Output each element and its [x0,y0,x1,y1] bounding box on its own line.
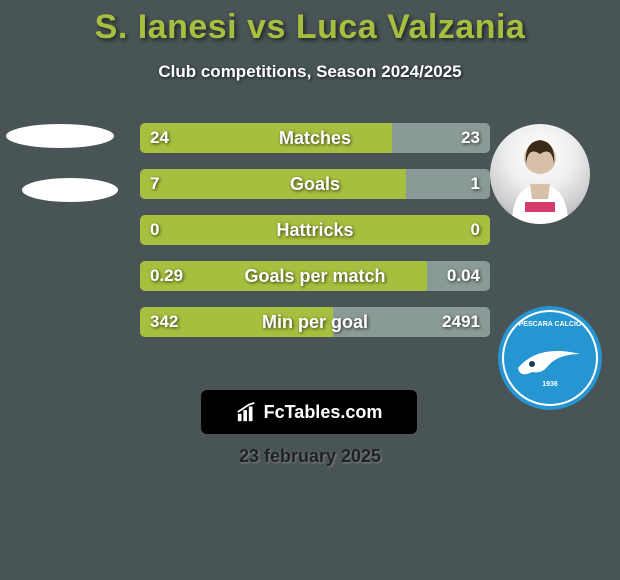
badge-text: FcTables.com [264,402,383,423]
date-label: 23 february 2025 [0,446,620,467]
fctables-badge[interactable]: FcTables.com [201,390,417,434]
page-title: S. Ianesi vs Luca Valzania [0,8,620,47]
stat-row: 2423Matches [140,123,490,153]
player-silhouette-icon [490,124,590,224]
stat-row: 00Hattricks [140,215,490,245]
stat-row: 71Goals [140,169,490,199]
stat-label: Matches [140,123,490,153]
chart-icon [236,401,258,423]
stat-label: Min per goal [140,307,490,337]
stat-label: Hattricks [140,215,490,245]
stat-label: Goals per match [140,261,490,291]
subtitle: Club competitions, Season 2024/2025 [0,62,620,82]
right-player-portrait [490,124,590,224]
club-logo: PESCARA CALCIO 1936 [498,306,602,410]
stat-row: 0.290.04Goals per match [140,261,490,291]
stat-label: Goals [140,169,490,199]
left-player-shape-1 [6,124,114,148]
comparison-canvas: S. Ianesi vs Luca Valzania Club competit… [0,0,620,580]
club-logo-svg: PESCARA CALCIO 1936 [498,306,602,410]
left-player-shape-2 [22,178,118,202]
club-logo-text: PESCARA CALCIO [519,321,582,328]
stat-row: 3422491Min per goal [140,307,490,337]
club-logo-year: 1936 [542,381,558,388]
